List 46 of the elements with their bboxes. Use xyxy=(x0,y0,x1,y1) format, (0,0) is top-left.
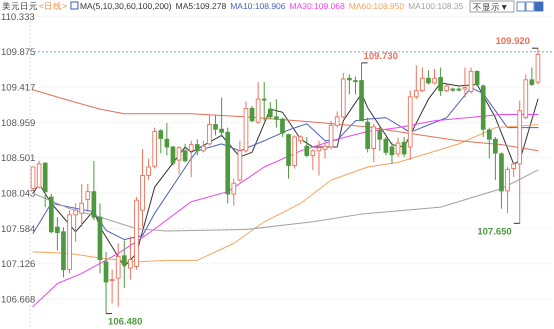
annotation: 109.920 xyxy=(496,36,530,48)
candlestick xyxy=(426,70,431,85)
text: MA100:108.35 xyxy=(408,1,464,11)
y-tick-label: 109.875 xyxy=(1,47,36,58)
candlestick xyxy=(158,128,164,154)
candlestick xyxy=(122,240,127,289)
y-tick-label: 107.126 xyxy=(1,259,36,270)
y-tick-label: 107.584 xyxy=(1,224,36,235)
candlestick xyxy=(530,66,534,86)
chart-subtitle: <日线> xyxy=(39,1,67,11)
chart-title: 美元日元 xyxy=(2,1,38,11)
annotation: 107.650 xyxy=(477,226,512,238)
candlestick xyxy=(262,82,267,122)
candlestick xyxy=(201,140,206,153)
candlestick xyxy=(432,68,437,85)
y-tick-label: 108.043 xyxy=(1,188,36,200)
candlestick xyxy=(110,269,114,304)
annotation: 109.730 xyxy=(364,50,398,62)
y-tick-label: 108.959 xyxy=(1,118,36,129)
annotation: 不显示▼ xyxy=(473,2,508,12)
text: MA60:108.950 xyxy=(348,1,404,11)
candlestick xyxy=(116,242,121,308)
text: MA10:108.906 xyxy=(230,1,286,11)
candlestick xyxy=(396,137,400,158)
candlestick xyxy=(207,114,212,146)
candlestick xyxy=(505,166,510,214)
candlestick xyxy=(85,183,90,212)
candlestick xyxy=(402,136,406,158)
candlestick xyxy=(474,70,480,86)
candlestick xyxy=(231,178,236,206)
candlestick xyxy=(438,66,443,97)
text: MA5:109.278 xyxy=(176,1,226,11)
candlestick xyxy=(176,146,182,174)
y-tick-label: 109.417 xyxy=(1,82,36,94)
candlestick xyxy=(188,140,194,178)
candlestick xyxy=(304,136,310,158)
candlestick xyxy=(194,138,200,156)
candlestick xyxy=(182,143,188,163)
y-tick-label: 108.501 xyxy=(1,153,36,164)
y-tick-label: 106.668 xyxy=(1,294,36,306)
text: MA30:109.068 xyxy=(290,1,346,11)
annotation: 106.480 xyxy=(108,316,142,328)
candlestick xyxy=(104,251,108,314)
y-tick-label: 110.333 xyxy=(1,12,35,23)
annotation: MA(5,10,30,60,100,200) xyxy=(80,1,172,11)
candlestick xyxy=(250,106,254,123)
